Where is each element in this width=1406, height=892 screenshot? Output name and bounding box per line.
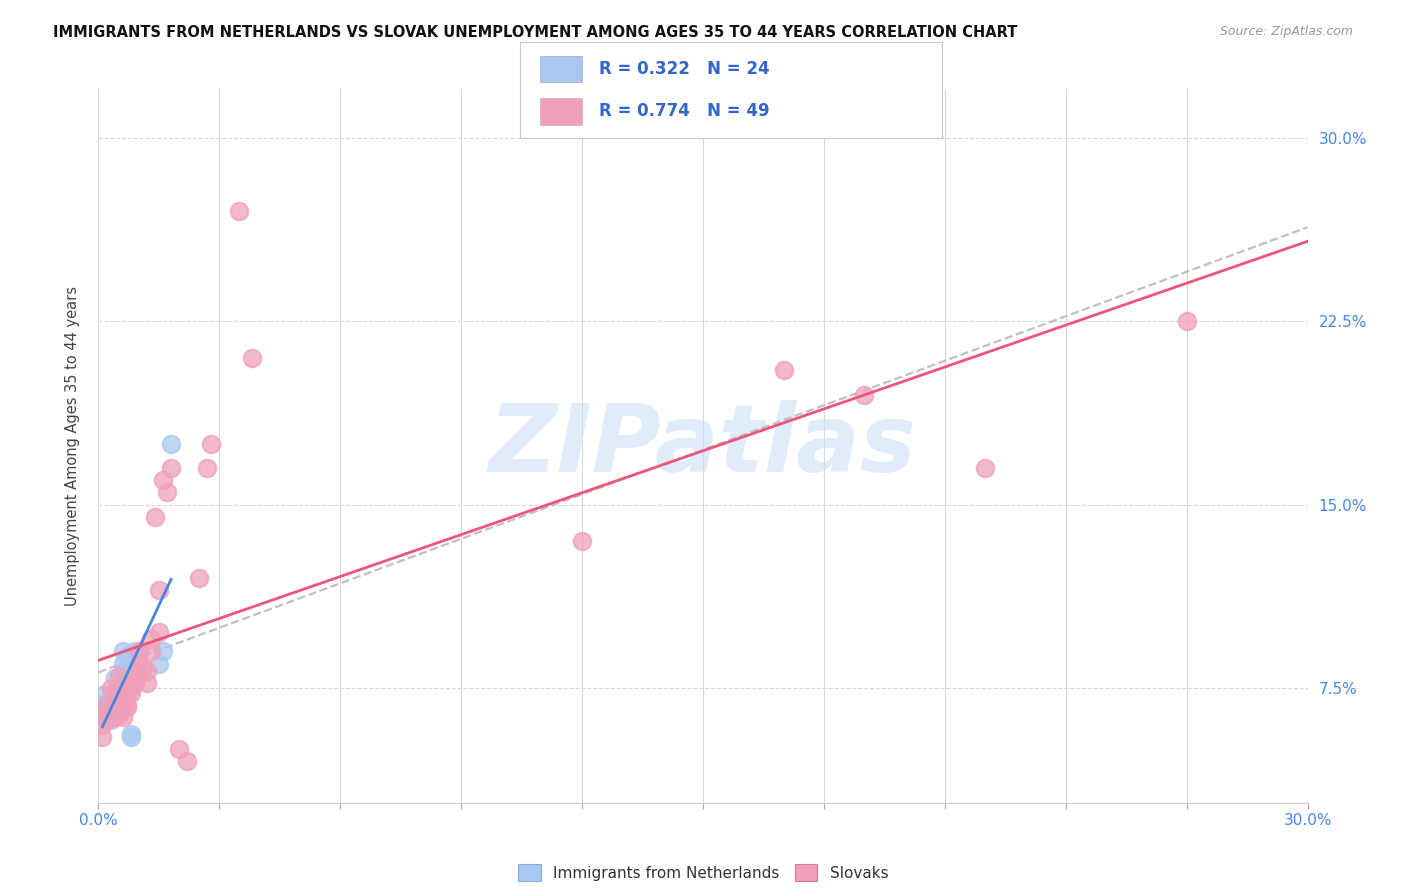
Point [148, 657, 170, 671]
Point [100, 710, 122, 724]
Point [139, 632, 162, 646]
Point [124, 644, 146, 658]
Point [156, 485, 179, 500]
Point [107, 669, 129, 683]
Point [974, 461, 997, 475]
Point [152, 644, 174, 658]
Point [100, 681, 122, 695]
Point [111, 710, 134, 724]
Point [100, 688, 122, 702]
Point [120, 681, 142, 695]
Point [135, 676, 157, 690]
Point [124, 676, 146, 690]
Text: Source: ZipAtlas.com: Source: ZipAtlas.com [1219, 25, 1353, 38]
Point [96, 710, 118, 724]
Point [143, 509, 166, 524]
Point [96, 698, 118, 712]
Point [91, 698, 114, 712]
Point [120, 686, 142, 700]
Point [160, 461, 183, 475]
Point [120, 727, 142, 741]
Point [176, 754, 198, 768]
Point [111, 657, 134, 671]
Point [200, 436, 222, 450]
Point [91, 717, 114, 731]
Point [103, 700, 125, 714]
Point [120, 730, 142, 744]
Point [91, 688, 114, 702]
Point [772, 363, 794, 377]
Text: IMMIGRANTS FROM NETHERLANDS VS SLOVAK UNEMPLOYMENT AMONG AGES 35 TO 44 YEARS COR: IMMIGRANTS FROM NETHERLANDS VS SLOVAK UN… [53, 25, 1018, 40]
Point [100, 713, 122, 727]
Point [148, 583, 170, 598]
Text: ZIPatlas: ZIPatlas [489, 400, 917, 492]
Point [188, 571, 211, 585]
Point [853, 387, 876, 401]
Point [132, 661, 155, 675]
Point [128, 644, 150, 658]
Point [160, 436, 183, 450]
Point [115, 700, 138, 714]
Point [124, 664, 146, 678]
Point [167, 742, 190, 756]
Point [96, 710, 118, 724]
Point [103, 706, 125, 720]
Point [111, 698, 134, 712]
Point [228, 204, 250, 219]
Point [96, 713, 118, 727]
Point [135, 664, 157, 678]
Point [107, 706, 129, 720]
Point [152, 473, 174, 487]
Legend: Immigrants from Netherlands, Slovaks: Immigrants from Netherlands, Slovaks [517, 864, 889, 880]
Point [148, 624, 170, 639]
Point [240, 351, 263, 365]
Point [103, 710, 125, 724]
Point [115, 698, 138, 712]
Point [96, 706, 118, 720]
Point [103, 698, 125, 712]
Point [111, 681, 134, 695]
Point [103, 686, 125, 700]
Point [124, 669, 146, 683]
Point [115, 649, 138, 664]
Point [107, 681, 129, 695]
Point [107, 707, 129, 722]
Text: R = 0.774   N = 49: R = 0.774 N = 49 [599, 103, 769, 120]
Text: R = 0.322   N = 24: R = 0.322 N = 24 [599, 60, 769, 78]
Point [107, 688, 129, 702]
Point [1175, 314, 1198, 328]
Point [96, 706, 118, 720]
Y-axis label: Unemployment Among Ages 35 to 44 years: Unemployment Among Ages 35 to 44 years [65, 286, 80, 606]
Point [103, 671, 125, 685]
Point [571, 534, 593, 549]
Point [195, 461, 218, 475]
Point [107, 688, 129, 702]
Point [128, 657, 150, 671]
Point [115, 686, 138, 700]
Point [139, 644, 162, 658]
Point [91, 730, 114, 744]
Point [100, 706, 122, 720]
Point [111, 644, 134, 658]
Point [111, 664, 134, 678]
